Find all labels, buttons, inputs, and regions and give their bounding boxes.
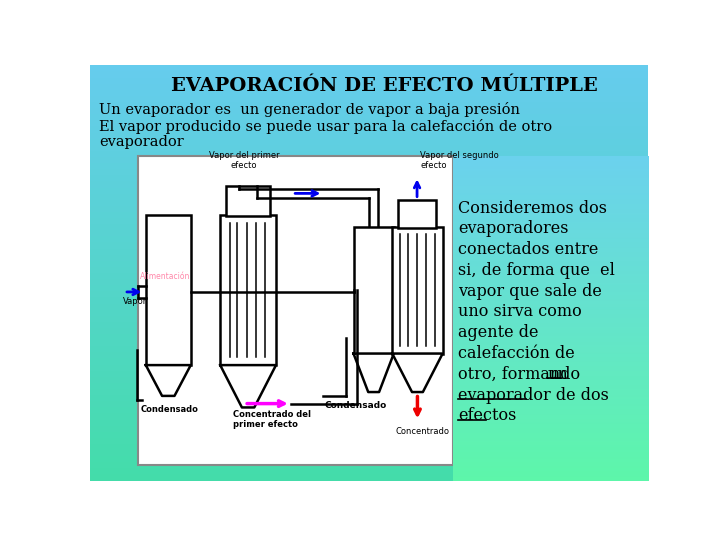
Text: EVAPORACIÓN DE EFECTO MÚLTIPLE: EVAPORACIÓN DE EFECTO MÚLTIPLE (171, 77, 598, 96)
Bar (220, 215, 276, 365)
Text: conectados entre: conectados entre (458, 241, 598, 258)
Polygon shape (145, 365, 191, 396)
Text: otro, formando: otro, formando (458, 366, 585, 383)
Text: El vapor producido se puede usar para la calefacción de otro: El vapor producido se puede usar para la… (99, 119, 552, 134)
Polygon shape (220, 365, 276, 408)
Text: Condensado: Condensado (324, 401, 387, 410)
Text: Consideremos dos: Consideremos dos (458, 200, 607, 217)
Text: Vapor del segundo
efecto: Vapor del segundo efecto (420, 151, 499, 170)
Bar (145, 215, 191, 365)
Text: Vapor del primer
efecto: Vapor del primer efecto (209, 151, 279, 170)
Text: evaporador de dos: evaporador de dos (458, 387, 609, 404)
Text: evaporador: evaporador (99, 135, 184, 149)
Polygon shape (392, 354, 443, 392)
Text: evaporadores: evaporadores (458, 220, 569, 238)
Text: Concentrado: Concentrado (396, 427, 450, 436)
Polygon shape (354, 354, 394, 392)
Text: Alimentación: Alimentación (140, 272, 190, 281)
Bar (226, 186, 270, 217)
Text: uno sirva como: uno sirva como (458, 303, 582, 321)
Text: efectos: efectos (458, 408, 516, 424)
Text: Vapor: Vapor (122, 296, 147, 306)
Text: calefacción de: calefacción de (458, 345, 575, 362)
Text: Un evaporador es  un generador de vapor a baja presión: Un evaporador es un generador de vapor a… (99, 102, 521, 117)
Text: Concentrado del
primer efecto: Concentrado del primer efecto (233, 410, 310, 429)
Text: agente de: agente de (458, 325, 539, 341)
Text: vapor que sale de: vapor que sale de (458, 283, 602, 300)
Bar (398, 200, 436, 228)
Text: un: un (547, 366, 568, 383)
Bar (392, 226, 443, 354)
Bar (138, 156, 453, 465)
Text: Condensado: Condensado (140, 405, 198, 414)
Bar (354, 226, 394, 354)
Text: si, de forma que  el: si, de forma que el (458, 262, 615, 279)
